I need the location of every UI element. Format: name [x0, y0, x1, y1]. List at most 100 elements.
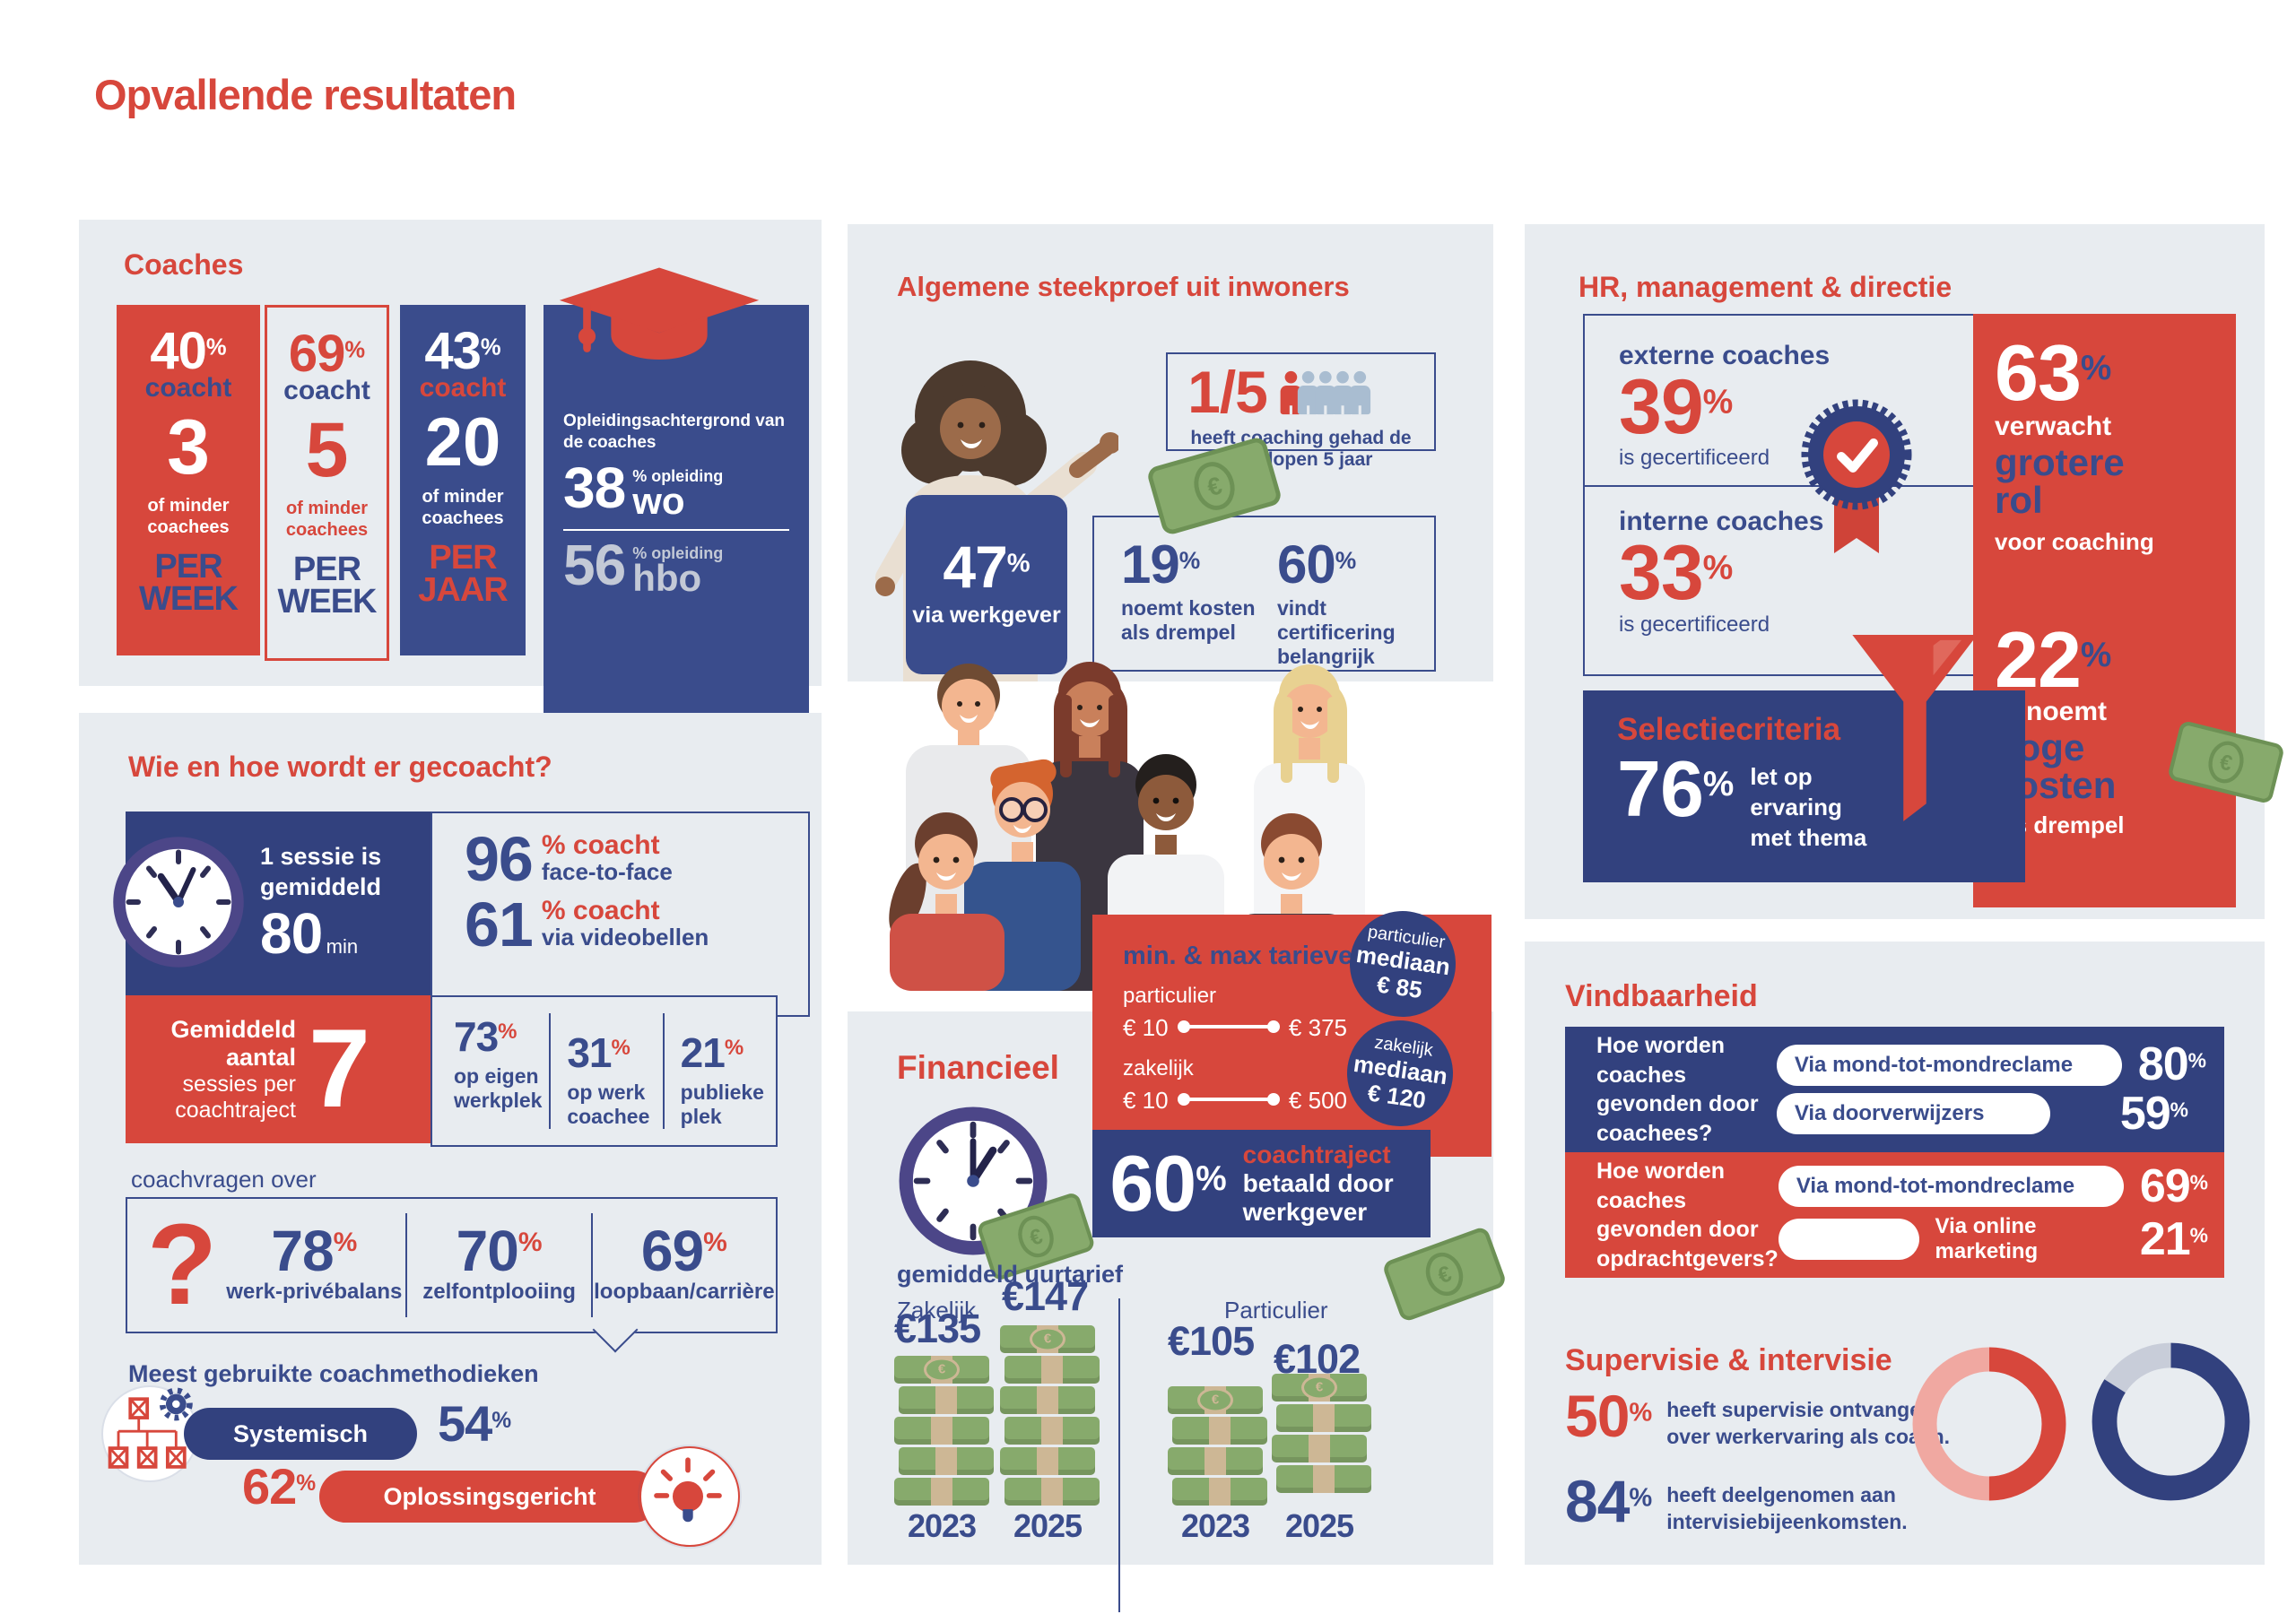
- externe-label: externe coaches: [1619, 341, 1831, 370]
- donut-supervisie-50: [1912, 1347, 2066, 1501]
- gemiddeld-num: 7: [309, 1006, 370, 1131]
- price-label: €147: [1002, 1273, 1089, 1319]
- vindbaarheid-title: Vindbaarheid: [1565, 979, 1758, 1013]
- betaald-box: 60% coachtraject betaald door werkgever: [1092, 1130, 1431, 1237]
- supervisie-item-50: 50% heeft supervisie ontvangen over werk…: [1565, 1383, 1951, 1449]
- method-oplossingsgericht-bar: Oplossingsgericht: [319, 1471, 660, 1523]
- person-icon: [1280, 370, 1302, 415]
- plek-item: 21% publieke plek: [662, 1013, 776, 1129]
- panel-wie: Wie en hoe wordt er gecoacht? 1 sessie i…: [79, 713, 822, 1565]
- tile-verb: coacht: [283, 376, 370, 406]
- financieel-title: Financieel: [897, 1049, 1059, 1086]
- money-stack: [1168, 1384, 1267, 1506]
- kanaal-face: 96 % coacht face-to-face: [465, 824, 673, 894]
- certificate-badge-icon: [1801, 399, 1912, 553]
- sessie-num: 80: [260, 901, 323, 966]
- stat-certificering: 60% vindt certificering belangrijk: [1277, 534, 1396, 669]
- supervisie-item-84: 84% heeft deelgenomen aan intervisiebije…: [1565, 1468, 1908, 1534]
- person-icon: [1297, 370, 1319, 415]
- panel-steekproef: Algemene steekproef uit inwoners 1/5: [848, 224, 1493, 681]
- stats-box: 19% noemt kosten als drempel 60% vindt c…: [1092, 516, 1436, 672]
- coach-tile-40: 40% coacht 3 of minder coachees PER WEEK: [117, 305, 260, 655]
- money-bill-icon: €: [1148, 438, 1281, 534]
- opdrachtgevers-box: Hoe worden coaches gevonden door opdrach…: [1565, 1152, 2224, 1278]
- opleiding-row-wo: 38 % opleiding wo: [563, 455, 724, 522]
- fraction-value: 1/5: [1187, 359, 1268, 426]
- range-slider: € 10 € 375: [1123, 1014, 1347, 1041]
- person-icon: [1314, 370, 1336, 415]
- money-bill-icon: €: [978, 1193, 1094, 1280]
- tile-verb: coacht: [144, 373, 232, 404]
- coach-tile-69: 69% coacht 5 of minder coachees PER WEEK: [265, 305, 389, 661]
- plek-item: 31% op werk coachee: [549, 1013, 662, 1129]
- tarieven-box: min. & max tarieven particulier € 10 € 3…: [1092, 915, 1492, 1157]
- tile-sub: of minder coachees: [422, 487, 504, 529]
- tile-verb: coacht: [419, 373, 507, 404]
- interne-label: interne coaches: [1619, 507, 1824, 537]
- vraag-item: 69% loopbaan/carrière: [590, 1213, 776, 1317]
- range-slider: € 10 € 500: [1123, 1087, 1347, 1114]
- method-label: Via online marketing: [1935, 1214, 2039, 1264]
- tile-count: 20: [424, 404, 501, 482]
- coach-tile-43: 43% coacht 20 of minder coachees PER JAAR: [400, 305, 526, 655]
- werkgever-briefcase: 47% via werkgever: [906, 495, 1067, 674]
- selectie-box: Selectiecriteria 76% let op ervaring met…: [1583, 690, 2025, 882]
- externe-sub: is gecertificeerd: [1619, 446, 1770, 471]
- tile-count: 3: [167, 404, 210, 491]
- donut-intervisie-84: [2092, 1342, 2250, 1501]
- opleiding-row-hbo: 56 % opleiding hbo: [563, 532, 724, 599]
- group-label-particulier: Particulier: [1224, 1297, 1328, 1324]
- money-bill-icon: €: [1384, 1228, 1505, 1321]
- clock-icon: [113, 837, 244, 968]
- selectie-label: let op ervaring met thema: [1750, 763, 1867, 851]
- sessie-intro: 1 sessie is gemiddeld: [260, 843, 382, 900]
- panel-financieel: Financieel € gemiddeld uurtarief Zakelij…: [848, 1011, 1493, 1612]
- person-icon: [1349, 370, 1370, 415]
- fraction-box: 1/5 heeft coaching gehad de afgelopen 5 …: [1166, 352, 1436, 470]
- methodieken-label: Meest gebruikte coachmethodieken: [128, 1360, 539, 1387]
- supervisie-title: Supervisie & intervisie: [1565, 1343, 1892, 1377]
- method-pill: Via mond-tot-mondreclame: [1776, 1044, 2122, 1086]
- vraag-item: 78% werk-privébalans: [226, 1219, 403, 1304]
- panel-hr: HR, management & directie externe coache…: [1525, 224, 2283, 919]
- kanalen-box: 96 % coacht face-to-face 61 % coacht via…: [430, 812, 810, 1017]
- money-stack: [1000, 1323, 1100, 1506]
- money-bill-icon: €: [2169, 722, 2283, 803]
- method-pill: Via mond-tot-mondreclame: [1778, 1165, 2124, 1207]
- question-mark-icon: ?: [147, 1201, 218, 1330]
- person-icon: [1332, 370, 1353, 415]
- opleiding-title: Opleidingsachtergrond van de coaches: [563, 412, 786, 452]
- rol-tile: 63% verwacht grotere rol voor coaching: [1973, 314, 2236, 625]
- graduation-cap-icon: [559, 267, 760, 360]
- divider: [1118, 1298, 1120, 1612]
- page-title: Opvallende resultaten: [94, 71, 517, 118]
- org-chart-icon: [103, 1387, 196, 1480]
- method-pill: Via doorverwijzers: [1776, 1093, 2050, 1135]
- coachees-box: Hoe worden coaches gevonden door coachee…: [1565, 1027, 2224, 1152]
- group-label-zakelijk: Zakelijk: [897, 1297, 977, 1324]
- stat-kosten: 19% noemt kosten als drempel: [1121, 534, 1256, 645]
- opleiding-tile: Opleidingsachtergrond van de coaches 38 …: [544, 267, 809, 738]
- money-stack: [894, 1353, 994, 1506]
- price-label: €135: [894, 1306, 981, 1351]
- question-text: Hoe worden coaches gevonden door coachee…: [1596, 1033, 1759, 1146]
- sessie-box: 1 sessie is gemiddeld 80 min: [113, 812, 430, 995]
- lightbulb-icon: [639, 1446, 740, 1547]
- panel-vindbaarheid: Vindbaarheid Hoe worden coaches gevonden…: [1525, 942, 2265, 1565]
- question-text: Hoe worden coaches gevonden door opdrach…: [1596, 1159, 1779, 1271]
- gemiddeld-box: Gemiddeld aantal sessies per coachtrajec…: [126, 995, 430, 1143]
- year-label: 2023: [1180, 1507, 1250, 1544]
- plekken-box: 73% op eigen werkplek 31% op werk coache…: [430, 995, 778, 1147]
- vraag-item: 70% zelfontplooiing: [405, 1213, 590, 1317]
- werkgever-label: via werkgever: [912, 603, 1061, 629]
- sessie-unit: min: [326, 935, 359, 958]
- wie-title: Wie en hoe wordt er gecoacht?: [128, 751, 552, 783]
- kanaal-video: 61 % coacht via videobellen: [465, 890, 709, 959]
- year-label: 2023: [907, 1507, 977, 1544]
- tile-count: 5: [305, 407, 349, 494]
- year-label: 2025: [1013, 1507, 1083, 1544]
- money-stack: [1272, 1371, 1371, 1493]
- coaches-title: Coaches: [124, 248, 244, 281]
- funnel-icon: [1852, 635, 1978, 821]
- tile-sub: of minder coachees: [285, 499, 369, 541]
